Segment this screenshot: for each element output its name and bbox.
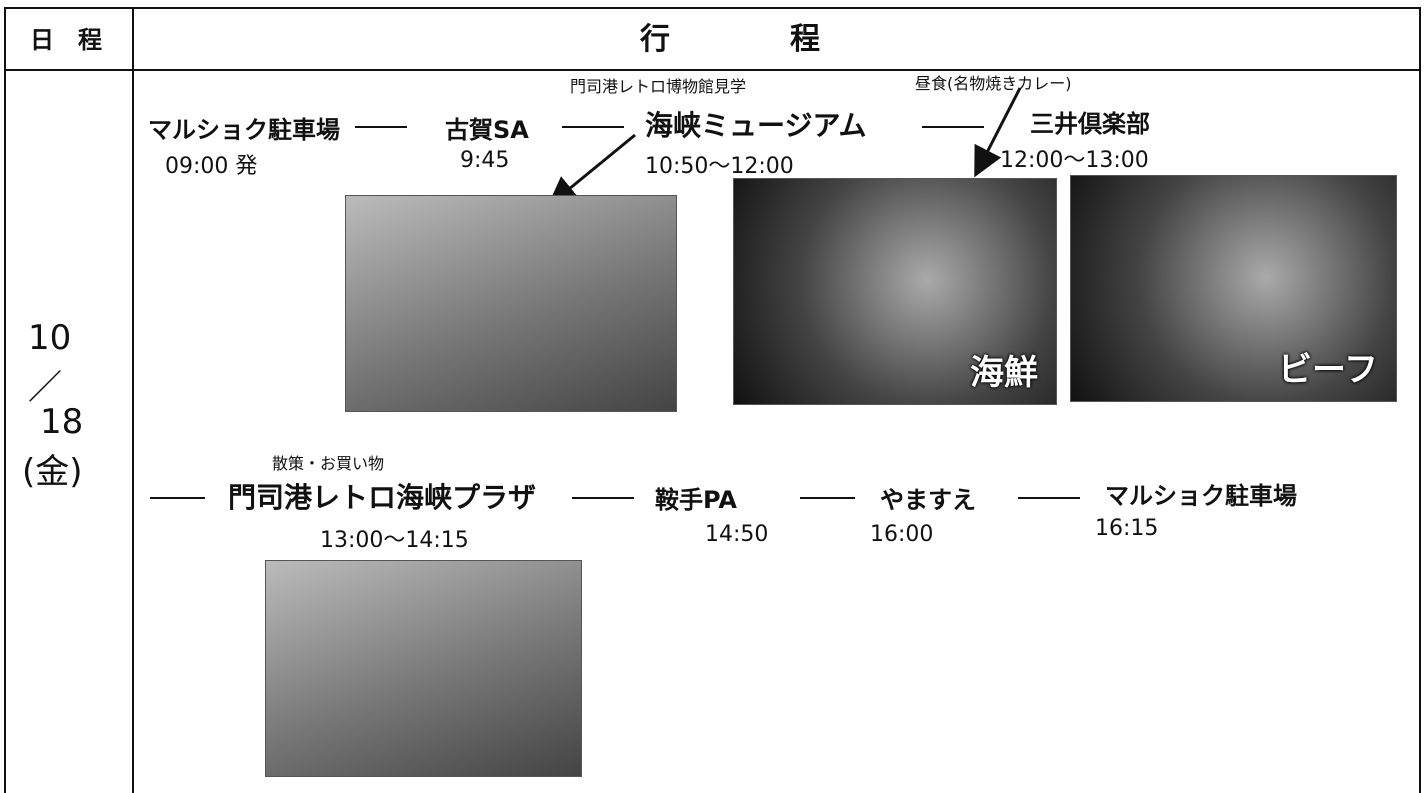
- stop-time: 9:45: [460, 148, 510, 173]
- stop-name: 門司港レトロ海峡プラザ: [228, 481, 537, 514]
- header-itinerary: 行 程: [640, 22, 820, 57]
- plaza-photo: [265, 560, 582, 777]
- connector: [800, 497, 855, 499]
- connector: [562, 126, 624, 128]
- stop-note: 散策・お買い物: [272, 454, 385, 473]
- photo-label: ビーフ: [1278, 350, 1378, 390]
- date-slash: ／: [28, 368, 62, 408]
- stop-name: 海峡ミュージアム: [645, 109, 867, 142]
- date-day: 18: [40, 402, 84, 442]
- header-date: 日 程: [30, 26, 102, 54]
- stop-name: やますえ: [880, 486, 976, 514]
- stop-note: 昼食(名物焼きカレー): [915, 74, 1072, 93]
- stop-name: マルショク駐車場: [1105, 482, 1297, 510]
- museum-photo: [345, 195, 677, 412]
- photo-label: 海鮮: [970, 353, 1038, 393]
- date-month: 10: [28, 318, 72, 358]
- stop-name: 古賀SA: [445, 116, 529, 144]
- stop-time: 13:00〜14:15: [320, 528, 469, 553]
- stop-time: 09:00 発: [165, 154, 258, 179]
- stop-name: マルショク駐車場: [148, 116, 340, 144]
- connector: [572, 497, 634, 499]
- date-weekday: (金): [22, 452, 83, 492]
- connector: [150, 497, 205, 499]
- stop-time: 16:15: [1095, 516, 1159, 541]
- curry-photo: 海鮮: [733, 178, 1057, 405]
- stop-time: 16:00: [870, 522, 934, 547]
- stop-time: 14:50: [705, 522, 769, 547]
- stop-note: 門司港レトロ博物館見学: [570, 77, 747, 96]
- connector: [1018, 497, 1080, 499]
- stop-time: 12:00〜13:00: [1000, 148, 1149, 173]
- connector: [922, 126, 984, 128]
- stop-name: 鞍手PA: [655, 486, 737, 514]
- connector: [355, 126, 407, 128]
- stop-time: 10:50〜12:00: [645, 154, 794, 179]
- stop-name: 三井倶楽部: [1030, 110, 1150, 138]
- curry-photo: ビーフ: [1070, 175, 1397, 402]
